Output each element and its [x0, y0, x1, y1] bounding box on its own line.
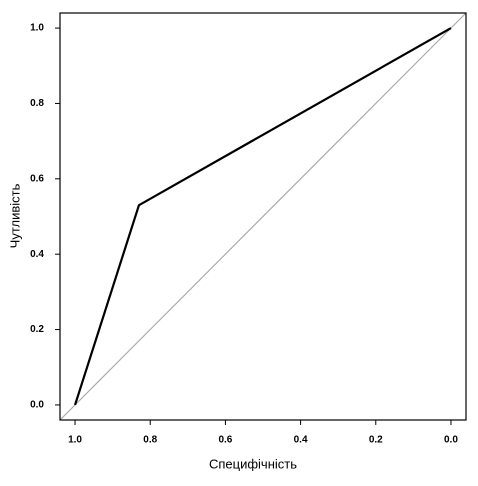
plot-frame — [59, 12, 467, 421]
y-axis-label: Чутливість — [7, 183, 22, 248]
x-tick-label: 0.0 — [444, 435, 458, 446]
x-axis-label: Специфічність — [209, 456, 297, 471]
x-tick-label: 0.2 — [369, 435, 383, 446]
x-tick-label: 0.4 — [294, 435, 308, 446]
y-tick-label: 0.0 — [30, 400, 44, 411]
x-tick-label: 0.8 — [143, 435, 157, 446]
reference-diagonal — [59, 12, 467, 421]
y-tick-label: 1.0 — [30, 23, 44, 34]
roc-line — [73, 27, 452, 406]
y-tick-label: 0.4 — [30, 249, 44, 260]
x-tick-label: 1.0 — [68, 435, 82, 446]
x-tick-label: 0.6 — [218, 435, 232, 446]
y-tick-label: 0.2 — [30, 324, 44, 335]
y-tick-label: 0.6 — [30, 173, 44, 184]
y-tick-label: 0.8 — [30, 98, 44, 109]
